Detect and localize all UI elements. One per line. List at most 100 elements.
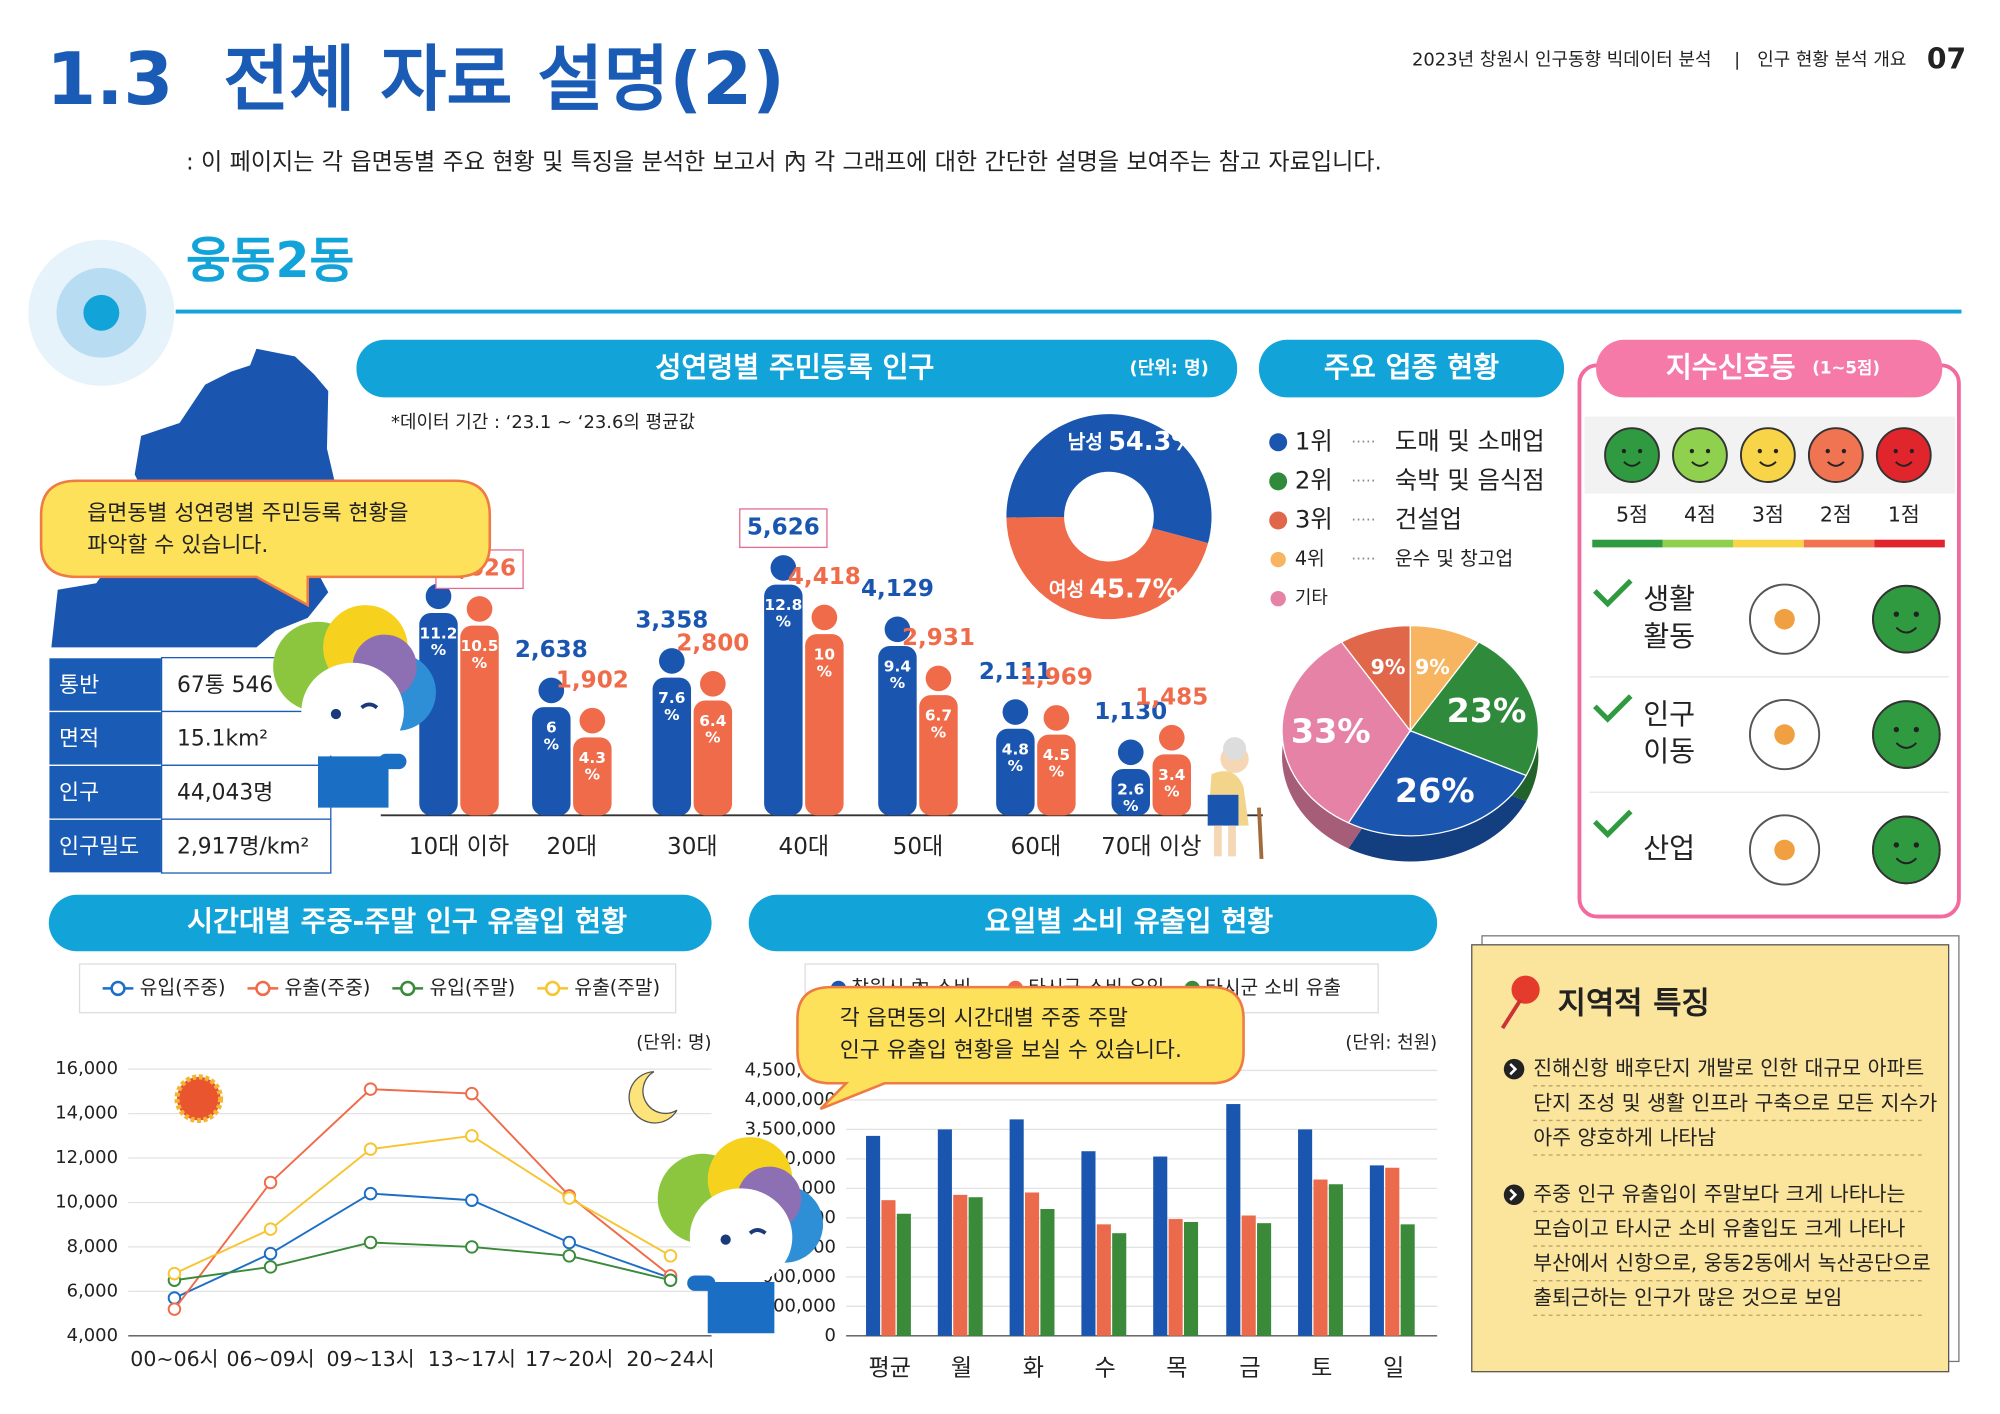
share-label: 6% (544, 718, 559, 753)
legend-label: 건설업 (1395, 504, 1462, 533)
point (263, 1175, 278, 1190)
legend-label: 숙박 및 음식점 (1395, 465, 1545, 494)
scale-bar (1662, 539, 1734, 548)
legend-label: 유입(주중) (140, 976, 226, 999)
legend-marker (110, 980, 126, 997)
item-icon (1748, 698, 1821, 771)
legend-label: 운수 및 창고업 (1395, 547, 1513, 570)
y-tick-label: 10,000 (55, 1191, 118, 1212)
share-label: 9.4% (884, 657, 911, 692)
item-icon (1748, 583, 1821, 655)
callout-bubble (39, 479, 492, 608)
share-label: 6.4% (699, 711, 726, 746)
value-label: 2,638 (515, 637, 588, 663)
y-tick-label: 3,500,000 (745, 1118, 836, 1139)
pie-slice (1281, 641, 1412, 824)
face-eye (1841, 448, 1847, 454)
legend-label: 유입(주말) (430, 976, 516, 999)
bar (1112, 1233, 1127, 1336)
face-eye (1909, 448, 1915, 454)
value-label: 2,931 (902, 625, 975, 651)
bar (1024, 1192, 1040, 1336)
pie-slice (1409, 641, 1540, 777)
page-number: 07 (1927, 42, 1966, 75)
x-tick-label: 평균 (869, 1356, 911, 1382)
legend-dot (1270, 551, 1286, 568)
legend-label: 타시군 소비 유출 (1205, 976, 1341, 999)
share-unit: % (1164, 782, 1179, 800)
page-title: 1.3 전체 자료 설명(2) (46, 37, 785, 121)
chart-title: 성연령별 주민등록 인구 (655, 351, 934, 384)
legend-rank: 2위 (1295, 465, 1333, 494)
moon-icon (628, 1070, 679, 1124)
x-tick-label: 20대 (547, 834, 598, 860)
bar-head (1158, 724, 1185, 751)
y-tick-label: 14,000 (55, 1103, 118, 1124)
share-unit: % (1123, 797, 1138, 815)
report-name: 2023년 창원시 인구동향 빅데이터 분석 (1412, 49, 1712, 70)
bar-head (884, 616, 911, 643)
value-label: 3,358 (635, 608, 708, 634)
face (1604, 427, 1660, 483)
y-tick-label: 500,000 (762, 1295, 836, 1316)
signal-item-label: 인구 (1643, 698, 1695, 731)
region-name: 웅동2동 (186, 233, 354, 289)
feature-line: 부산에서 신항으로, 웅동2동에서 녹산공단으로 (1533, 1251, 1930, 1275)
value-label: 2,800 (676, 631, 749, 657)
item-icon (1774, 839, 1795, 861)
info-label: 인구밀도 (59, 834, 139, 859)
bar (919, 695, 958, 816)
donut-slice (1006, 517, 1209, 620)
share-label: 2.6% (1117, 780, 1144, 815)
chart-note: *데이터 기간 : ‘23.1 ~ ‘23.6의 평균값 (391, 412, 695, 433)
bar-head (1043, 705, 1070, 731)
face-eye (1689, 448, 1695, 454)
bar-head (925, 665, 952, 692)
point (363, 1082, 378, 1096)
bar (573, 737, 612, 816)
point (465, 1086, 479, 1101)
bar (1241, 1215, 1256, 1336)
share-label: 11.2% (420, 624, 458, 659)
bar-head (425, 583, 452, 610)
info-label: 통반 (59, 673, 99, 698)
point (562, 1249, 576, 1263)
bar (1257, 1223, 1272, 1336)
legend-label: 도매 및 소매업 (1395, 426, 1545, 455)
scale-bar (1592, 539, 1663, 548)
face-mouth (1895, 461, 1913, 467)
share-number: 12.8 (764, 596, 802, 614)
highlight-box (739, 508, 828, 549)
unit-label: (단위: 명) (1130, 358, 1209, 379)
bar (1081, 1151, 1096, 1336)
pie-label: 26% (1395, 771, 1475, 810)
x-tick-label: 10대 이하 (409, 834, 509, 860)
scale-bar (1803, 539, 1875, 548)
x-tick-label: 70대 이상 (1101, 834, 1201, 860)
info-label-cell (48, 764, 163, 820)
y-tick-label: 16,000 (55, 1058, 118, 1079)
item-icon (1774, 608, 1795, 630)
face-mouth (1691, 461, 1709, 467)
share-number: 4.3 (579, 748, 606, 766)
chart-title: 요일별 소비 유출입 현황 (984, 905, 1273, 938)
face-eye (1637, 448, 1643, 454)
x-tick-label: 일 (1383, 1356, 1404, 1382)
share-unit: % (544, 735, 559, 753)
bar (1040, 1209, 1055, 1336)
pie-label: 9% (1371, 655, 1406, 679)
bar (1298, 1129, 1313, 1336)
share-label: 10% (814, 645, 835, 680)
legend-leader: ····· (1351, 550, 1375, 568)
page-description: : 이 페이지는 각 읍면동별 주요 현황 및 특징을 분석한 보고서 內 각 … (186, 149, 1382, 175)
info-value-cell (160, 818, 332, 874)
face (1872, 584, 1941, 654)
bar (652, 677, 692, 816)
point (562, 1191, 576, 1205)
bar (937, 1129, 952, 1336)
scale-label: 2점 (1820, 502, 1852, 526)
bar-head (658, 648, 685, 674)
deco-circle (83, 294, 120, 331)
